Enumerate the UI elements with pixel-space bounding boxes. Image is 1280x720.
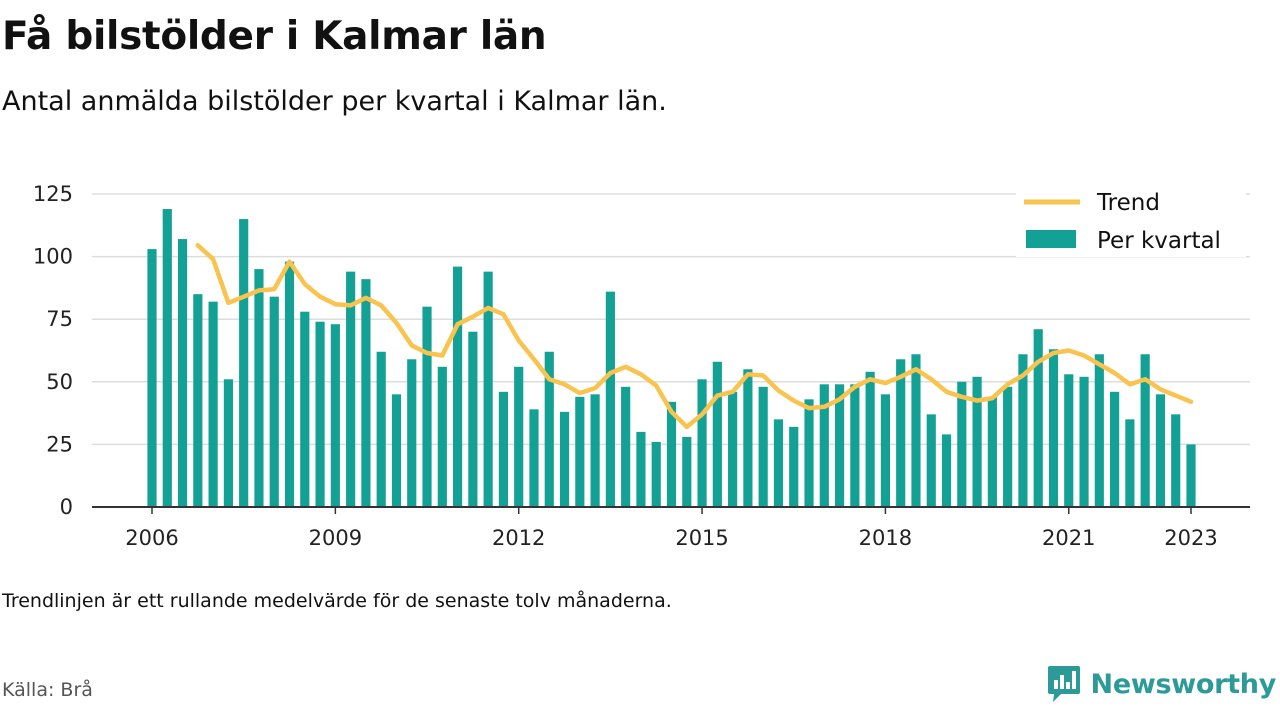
newsworthy-logo-icon (1047, 666, 1080, 702)
bar (437, 366, 447, 507)
brand-name: Newsworthy (1090, 668, 1277, 700)
bar (223, 379, 233, 507)
bar (147, 249, 157, 507)
bar (758, 386, 768, 507)
bar (1125, 419, 1135, 507)
bar (773, 419, 784, 507)
bar (162, 209, 172, 508)
bar (621, 386, 631, 507)
bar (957, 381, 967, 507)
bar (177, 239, 188, 507)
bar (1155, 394, 1166, 507)
bar (1171, 414, 1181, 507)
bar (651, 441, 661, 507)
bar (590, 394, 600, 507)
bar (284, 261, 295, 507)
bar (728, 391, 738, 507)
bar (941, 434, 952, 507)
x-tick-label: 2023 (1164, 526, 1217, 550)
axes: 0 25 50 75 100 125 2006 2009 2012 2015 2018 2021 202… (33, 182, 1250, 550)
x-tick-label: 2015 (675, 526, 728, 550)
source-label: Källa: Brå (2, 679, 93, 701)
bar (1140, 354, 1150, 507)
legend: Trend Per kvartal (1016, 181, 1246, 257)
bar (1033, 329, 1043, 507)
legend-bar-swatch (1026, 230, 1076, 248)
bar (575, 396, 585, 507)
bar (1110, 391, 1120, 507)
bar (697, 379, 707, 507)
bar (330, 324, 340, 507)
bar (239, 219, 249, 508)
y-tick-label: 25 (46, 432, 73, 456)
bar (926, 414, 936, 507)
bar (743, 369, 753, 507)
bar (636, 431, 646, 507)
bar (529, 409, 539, 507)
bar (254, 269, 264, 507)
bar (819, 384, 829, 507)
bar (468, 331, 478, 507)
x-tick-label: 2006 (125, 526, 178, 550)
bar (1186, 444, 1196, 507)
bar (972, 376, 982, 507)
bar (804, 399, 814, 507)
bar (712, 361, 722, 507)
bar (1003, 386, 1013, 507)
bar (208, 301, 218, 507)
bar (483, 271, 493, 507)
bar-series (147, 209, 1196, 508)
trend-line (195, 243, 1194, 430)
bar (1094, 354, 1104, 507)
bar (987, 396, 997, 507)
brand-logo: Newsworthy (1047, 664, 1276, 704)
bar (391, 394, 402, 507)
y-tick-label: 125 (33, 182, 73, 206)
legend-bar-label: Per kvartal (1097, 228, 1221, 254)
bar (514, 366, 524, 507)
bar (315, 321, 325, 507)
bar (605, 291, 615, 507)
bar (1064, 374, 1074, 507)
x-tick-label: 2009 (309, 526, 362, 550)
bar (346, 271, 356, 507)
bar (453, 266, 463, 507)
bar (422, 306, 432, 507)
bar (407, 359, 417, 507)
x-tick-label: 2021 (1042, 526, 1095, 550)
bar (544, 351, 554, 507)
bar (911, 354, 921, 507)
bar (682, 436, 692, 507)
bar (1048, 349, 1059, 507)
bar (300, 311, 310, 507)
bar (865, 371, 875, 507)
bar (1079, 376, 1089, 507)
bar (834, 384, 845, 507)
y-tick-label: 75 (46, 307, 73, 331)
bar (193, 294, 203, 507)
bar (498, 391, 509, 507)
chart-subtitle: Antal anmälda bilstölder per kvartal i K… (2, 86, 667, 117)
bar (896, 359, 906, 507)
x-tick-label: 2012 (492, 526, 545, 550)
chart-note: Trendlinjen är ett rullande medelvärde f… (2, 590, 672, 612)
y-tick-label: 100 (33, 245, 73, 269)
x-tick-label: 2018 (859, 526, 912, 550)
bar (559, 411, 570, 507)
legend-trend-label: Trend (1096, 190, 1160, 216)
bar (269, 296, 279, 507)
chart-title: Få bilstölder i Kalmar län (2, 14, 547, 59)
bar (376, 351, 386, 507)
bar (880, 394, 890, 507)
y-tick-label: 50 (46, 370, 73, 394)
y-tick-label: 0 (60, 495, 73, 519)
bar (850, 384, 860, 507)
bar (666, 401, 677, 507)
bar (1018, 354, 1028, 507)
trend-series (195, 243, 1194, 430)
bar (361, 279, 371, 507)
bar (789, 426, 799, 507)
